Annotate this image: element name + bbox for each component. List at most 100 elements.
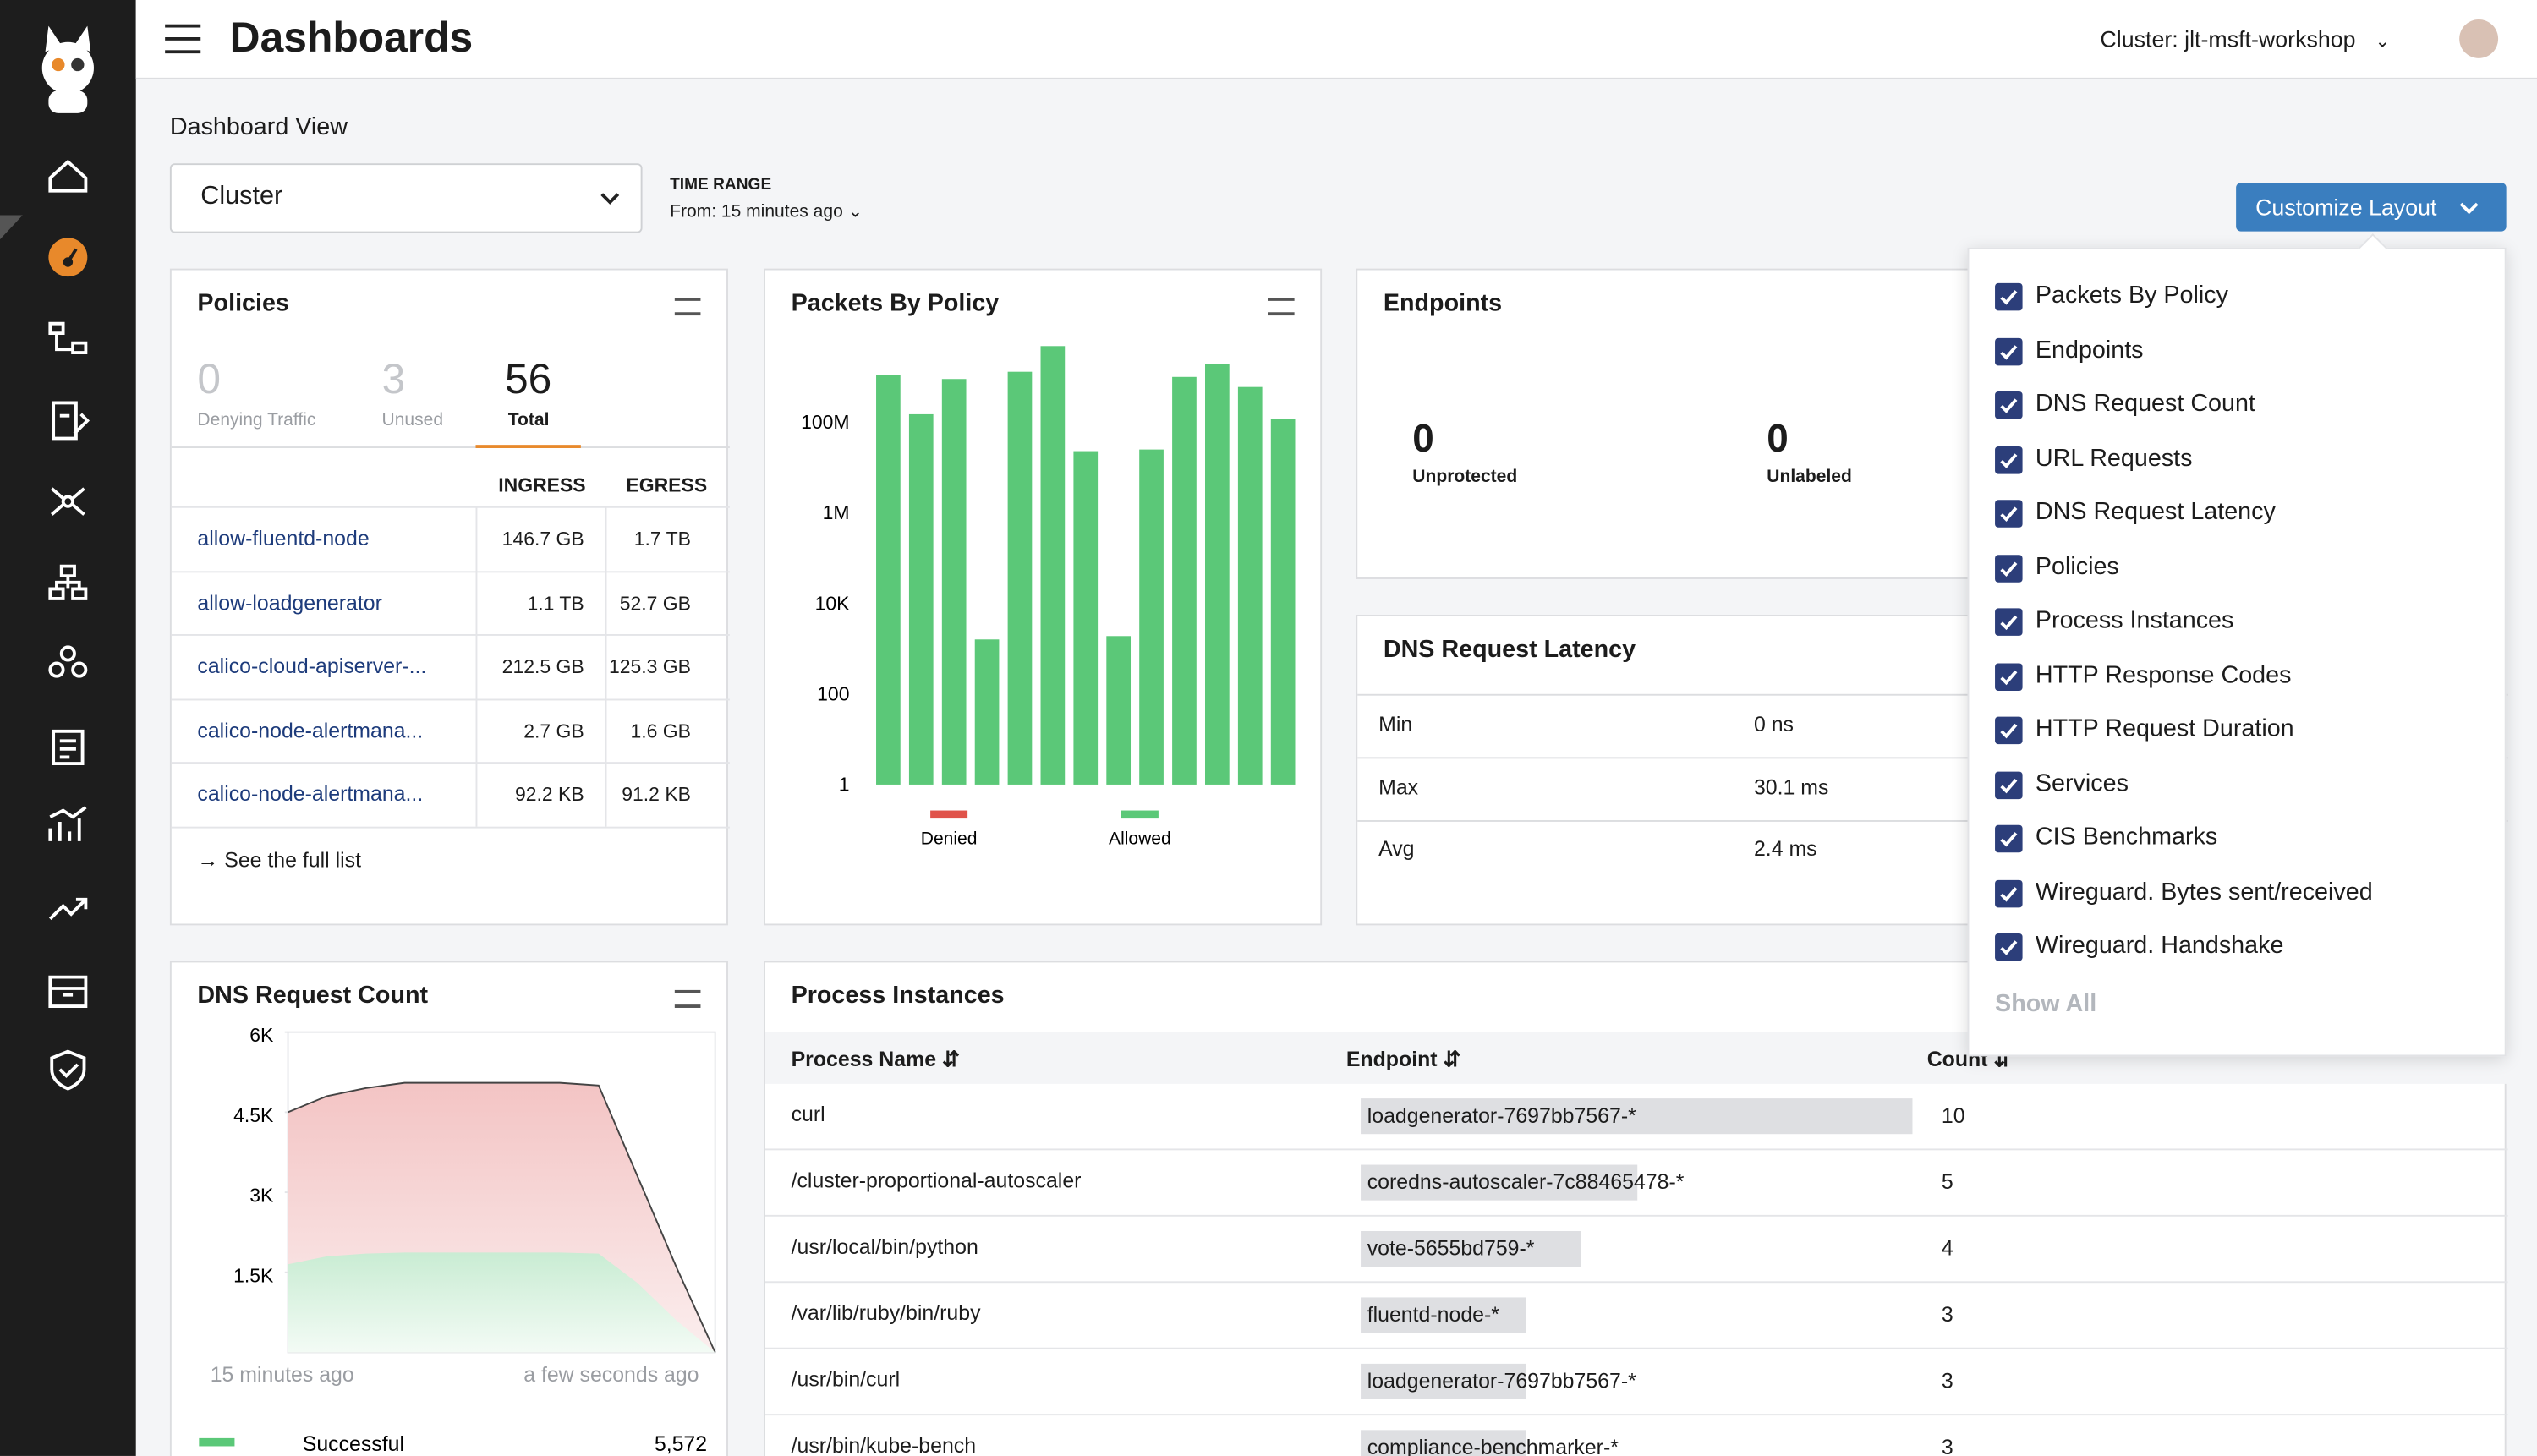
stat-label: Unlabeled [1767, 468, 1852, 487]
stat-label[interactable]: Unused [382, 411, 444, 430]
y-tick-label: 4.5K [233, 1104, 274, 1126]
menu-item[interactable]: Packets By Policy [1995, 282, 2480, 314]
nav-activity[interactable] [50, 807, 85, 841]
menu-item[interactable]: DNS Request Latency [1995, 498, 2480, 530]
menu-item[interactable]: Process Instances [1995, 606, 2480, 638]
menu-item[interactable]: Wireguard. Bytes sent/received [1995, 878, 2480, 910]
card-title: Policies [197, 289, 288, 317]
checkbox[interactable] [1995, 500, 2023, 528]
menu-label: Wireguard. Bytes sent/received [2036, 878, 2373, 906]
time-range[interactable]: From: 15 minutes ago ⌄ [670, 200, 863, 222]
row-divider [172, 763, 730, 764]
nav-storage[interactable] [50, 977, 85, 1006]
ingress: 212.5 GB [502, 655, 584, 678]
bar [1205, 364, 1230, 785]
menu-item[interactable]: Services [1995, 769, 2480, 802]
count: 10 [1942, 1103, 1965, 1128]
see-full-list[interactable]: → See the full list [197, 848, 361, 873]
policy-name[interactable]: allow-loadgenerator [197, 590, 381, 615]
menu-item[interactable]: CIS Benchmarks [1995, 824, 2480, 856]
cluster-selector[interactable]: Cluster: jlt-msft-workshop⌄ [2100, 26, 2390, 52]
menu-label: Services [2036, 769, 2129, 797]
egress: 52.7 GB [620, 591, 691, 614]
nav-dashboards[interactable] [48, 238, 87, 276]
nav-graph[interactable] [52, 489, 84, 515]
menu-item[interactable]: DNS Request Count [1995, 390, 2480, 422]
menu-item[interactable]: Wireguard. Handshake [1995, 932, 2480, 964]
checkbox[interactable] [1995, 337, 2023, 365]
nav-services[interactable] [50, 647, 85, 676]
policy-name[interactable]: calico-node-alertmana... [197, 782, 423, 807]
nav-security[interactable] [52, 1052, 84, 1089]
stat-label[interactable]: Total [508, 411, 550, 430]
checkbox[interactable] [1995, 717, 2023, 745]
nav-home[interactable] [50, 161, 85, 190]
stat-value: 0 [197, 354, 221, 404]
menu-item[interactable]: Policies [1995, 552, 2480, 584]
nav-compliance[interactable] [53, 731, 82, 764]
dashboard-select[interactable]: Cluster [170, 163, 643, 233]
legend-total: 5,572 [655, 1432, 707, 1456]
checkbox[interactable] [1995, 825, 2023, 853]
menu-label: URL Requests [2036, 444, 2193, 472]
process-name: /usr/local/bin/python [792, 1234, 978, 1259]
count: 3 [1942, 1302, 1953, 1327]
sidebar [0, 0, 136, 1456]
avatar[interactable] [2459, 19, 2498, 58]
checkbox[interactable] [1995, 771, 2023, 799]
row-divider [765, 1148, 2508, 1150]
checkbox[interactable] [1995, 662, 2023, 690]
row-divider [172, 827, 730, 829]
policy-name[interactable]: calico-node-alertmana... [197, 718, 423, 742]
customize-button[interactable]: Customize Layout [2236, 183, 2507, 231]
legend-label: Successful [303, 1432, 404, 1456]
row-divider [765, 1348, 2508, 1349]
page-title: Dashboards [230, 13, 473, 63]
process-name: /usr/bin/kube-bench [792, 1433, 976, 1456]
menu-button[interactable] [165, 25, 200, 53]
sidebar-icons [0, 0, 136, 1456]
stat-label[interactable]: Denying Traffic [197, 411, 315, 430]
endpoint: compliance-benchmarker-* [1367, 1435, 1619, 1456]
row-divider [765, 1414, 2508, 1415]
y-tick-label: 1M [823, 501, 850, 523]
menu-item[interactable]: HTTP Request Duration [1995, 715, 2480, 747]
select-value: Cluster [200, 183, 282, 211]
menu-item[interactable]: Endpoints [1995, 336, 2480, 368]
egress: 1.6 GB [630, 720, 690, 742]
count: 5 [1942, 1169, 1953, 1194]
checkbox[interactable] [1995, 391, 2023, 419]
policy-name[interactable]: allow-fluentd-node [197, 526, 369, 550]
card-menu[interactable] [675, 298, 701, 315]
endpoint: coredns-autoscaler-7c88465478-* [1367, 1169, 1685, 1194]
column-header[interactable]: Process Name ⇵ [792, 1047, 960, 1073]
checkbox[interactable] [1995, 608, 2023, 636]
policy-name[interactable]: calico-cloud-apiserver-... [197, 654, 426, 678]
y-tick-label: 100M [801, 411, 849, 433]
checkbox[interactable] [1995, 283, 2023, 311]
menu-item[interactable]: URL Requests [1995, 444, 2480, 476]
checkbox[interactable] [1995, 554, 2023, 582]
process-name: /var/lib/ruby/bin/ruby [792, 1300, 981, 1325]
count: 3 [1942, 1369, 1953, 1393]
column-header[interactable]: Endpoint ⇵ [1346, 1047, 1461, 1073]
menu-label: DNS Request Count [2036, 390, 2255, 418]
menu-label: Packets By Policy [2036, 282, 2228, 309]
ingress: 2.7 GB [523, 720, 584, 742]
nav-topology[interactable] [50, 324, 85, 353]
link-text: See the full list [224, 848, 361, 873]
nav-network[interactable] [50, 567, 85, 599]
bar [876, 375, 901, 785]
egress: 1.7 TB [634, 528, 691, 550]
menu-item[interactable]: HTTP Response Codes [1995, 661, 2480, 693]
legend-label: Denied [921, 829, 978, 849]
checkbox[interactable] [1995, 933, 2023, 961]
stat-value: 0 [1412, 418, 1434, 463]
nav-trends[interactable] [50, 900, 85, 919]
nav-policies[interactable] [53, 402, 87, 438]
packets-card: Packets By Policy 110010K1M100MDeniedAll… [764, 269, 1322, 926]
checkbox[interactable] [1995, 879, 2023, 907]
checkbox[interactable] [1995, 446, 2023, 473]
show-all[interactable]: Show All [1995, 990, 2096, 1018]
